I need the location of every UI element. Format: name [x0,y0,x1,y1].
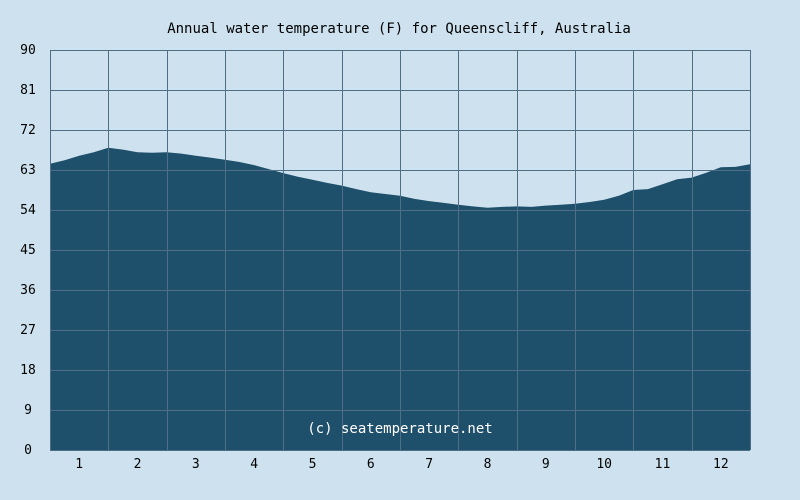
y-tick-label: 81 [20,83,36,98]
y-tick-label: 0 [24,443,32,458]
y-tick-label: 36 [20,283,36,298]
x-tick-label: 4 [250,457,258,472]
x-tick-label: 10 [596,457,612,472]
y-axis-ticks: 0 9 18 27 36 45 54 63 72 81 90 [20,43,36,458]
x-tick-label: 1 [75,457,83,472]
y-tick-label: 18 [20,363,36,378]
x-tick-label: 5 [309,457,317,472]
x-tick-label: 7 [425,457,433,472]
watermark-text: (c) seatemperature.net [307,421,492,437]
y-tick-label: 54 [20,203,36,218]
plot-grid [50,50,751,451]
x-axis-ticks: 1 2 3 4 5 6 7 8 9 10 11 12 [75,457,728,472]
y-tick-label: 45 [20,243,36,258]
x-tick-label: 12 [713,457,729,472]
x-tick-label: 9 [542,457,550,472]
x-tick-label: 11 [655,457,671,472]
y-tick-label: 63 [20,163,36,178]
x-tick-label: 3 [192,457,200,472]
y-tick-label: 72 [20,123,36,138]
y-tick-label: 27 [20,323,36,338]
x-tick-label: 2 [134,457,142,472]
y-tick-label: 90 [20,43,36,58]
x-tick-label: 8 [484,457,492,472]
chart-title: Annual water temperature (F) for Queensc… [167,21,631,37]
y-tick-label: 9 [24,403,32,418]
x-tick-label: 6 [367,457,375,472]
